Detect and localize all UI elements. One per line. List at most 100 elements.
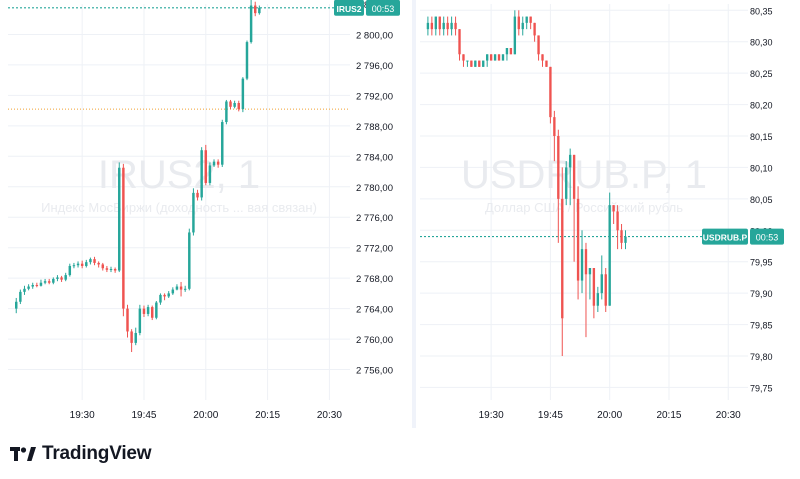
candle-body [179, 286, 183, 290]
candle-body [525, 16, 528, 23]
last-price-time-text: 00:53 [756, 233, 779, 243]
candle-body [616, 211, 619, 231]
candle-body [245, 42, 249, 79]
candle-body [80, 263, 84, 266]
y-axis-tick-label: 79,85 [750, 321, 773, 331]
candle-body [31, 285, 34, 287]
candle-body [576, 198, 580, 281]
candle-body [122, 167, 125, 309]
candle-body [454, 22, 457, 30]
candle-body [474, 60, 477, 67]
candle-body [513, 16, 517, 55]
candle-body [225, 101, 228, 123]
y-axis-tick-label: 2 760,00 [356, 335, 393, 346]
candle-body [93, 259, 96, 263]
panel-divider[interactable] [412, 0, 416, 428]
candle-body [485, 54, 489, 61]
candle-body [253, 5, 257, 14]
y-axis-tick-label: 79,75 [750, 383, 773, 393]
candle-body [549, 66, 552, 118]
candle-body [545, 60, 548, 67]
y-axis-tick-label: 2 768,00 [356, 274, 393, 285]
y-axis-tick-label: 80,15 [750, 132, 773, 142]
candle-body [233, 103, 236, 107]
candle-body [470, 60, 473, 67]
y-axis-tick-label: 2 764,00 [356, 305, 393, 316]
last-price-symbol-text: USDRUB.P [703, 233, 748, 243]
candle-body [592, 268, 596, 306]
candle-body [118, 167, 121, 271]
tradingview-logo-icon [10, 447, 36, 461]
candle-body [89, 259, 92, 263]
candle-body [620, 230, 623, 243]
candle-body [192, 192, 195, 233]
candle-body [426, 22, 430, 30]
last-price-symbol-badge [702, 228, 748, 245]
candle-body [249, 5, 253, 43]
candle-body [76, 263, 80, 266]
candle-body [509, 48, 513, 55]
watermark-symbol: USDRUB.P, 1 [461, 153, 707, 197]
y-axis-tick-label: 2 784,00 [356, 152, 393, 163]
candle-body [608, 205, 611, 306]
candle-body [612, 205, 615, 212]
candle-body [430, 22, 434, 30]
brand-footer: TradingView [10, 440, 152, 468]
candle-body [229, 101, 232, 107]
candle-body [52, 278, 55, 283]
candle-body [200, 150, 203, 198]
candle-body [188, 232, 191, 289]
last-price-time-badge [366, 0, 400, 16]
candle-body [39, 282, 43, 286]
candle-body [450, 22, 453, 30]
last-price-symbol-badge [334, 0, 364, 16]
candle-body [196, 192, 199, 198]
brand-name: TradingView [42, 443, 152, 464]
candle-body [497, 54, 501, 61]
y-axis-tick-label: 80,20 [750, 101, 773, 111]
candle-body [596, 293, 600, 306]
candle-body [150, 307, 154, 318]
candle-body [561, 198, 564, 319]
candle-body [493, 54, 497, 61]
candle-body [146, 307, 150, 314]
candle-body [533, 22, 536, 36]
candle-body [568, 154, 572, 168]
candle-body [212, 161, 216, 166]
candle-body [489, 54, 493, 61]
candle-body [175, 286, 179, 290]
candle-body [155, 302, 158, 318]
candle-body [97, 262, 100, 265]
candle-body [163, 294, 166, 297]
y-axis-tick-label: 79,80 [750, 352, 773, 362]
candle-body [56, 277, 59, 279]
candle-body [221, 122, 224, 165]
watermark-description: Доллар США / Российский рубль [485, 200, 683, 215]
candlestick-chart-usdrub[interactable]: USDRUB.P, 1 Доллар США / Российский рубль… [416, 0, 800, 428]
last-price-time-badge [750, 228, 784, 245]
candle-body [604, 274, 607, 306]
x-axis-tick-label: 20:00 [193, 410, 218, 421]
candle-body [458, 29, 461, 55]
candle-body [35, 285, 39, 287]
candle-body [438, 16, 441, 30]
watermark-description: Индекс МосБиржи (доходность ... вая связ… [41, 200, 317, 215]
chart-panel-irus2[interactable]: IRUS2, 1 Индекс МосБиржи (доходность ... … [0, 0, 412, 428]
candle-body [466, 60, 469, 62]
candle-body [43, 281, 47, 283]
candle-body [126, 308, 129, 332]
last-price-symbol-text: IRUS2 [336, 4, 361, 14]
candle-body [241, 78, 245, 110]
candle-body [15, 301, 18, 309]
candle-body [517, 16, 520, 30]
y-axis-tick-label: 79,95 [750, 258, 773, 268]
candle-body [216, 161, 220, 165]
candle-body [23, 288, 26, 292]
chart-panel-usdrub[interactable]: USDRUB.P, 1 Доллар США / Российский рубль… [416, 0, 800, 428]
x-axis-tick-label: 20:30 [317, 410, 342, 421]
candlestick-chart-irus2[interactable]: IRUS2, 1 Индекс МосБиржи (доходность ... … [0, 0, 412, 428]
candle-body [130, 331, 133, 343]
y-axis-tick-label: 2 800,00 [356, 30, 393, 41]
candle-body [237, 103, 240, 110]
candle-body [105, 268, 109, 270]
